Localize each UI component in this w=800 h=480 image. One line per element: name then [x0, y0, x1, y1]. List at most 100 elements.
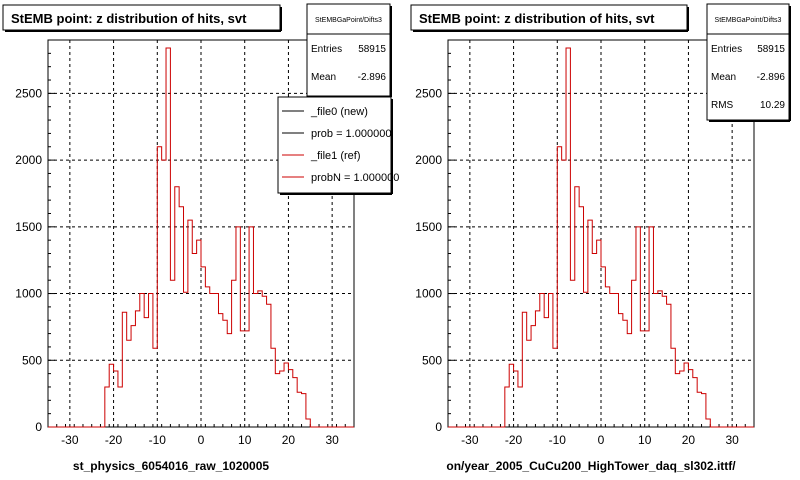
histogram-bin	[214, 294, 218, 427]
histogram-bin	[201, 267, 205, 427]
stats-value: 10.29	[760, 100, 785, 111]
legend-label: _file0 (new)	[310, 106, 368, 118]
histogram-bin	[236, 227, 240, 427]
y-tick-label: 500	[422, 353, 442, 367]
histogram-bin	[227, 334, 231, 427]
histogram-bin	[162, 160, 166, 427]
y-tick-label: 1000	[15, 287, 42, 301]
histogram-bin	[135, 311, 139, 427]
histogram-bin	[575, 187, 579, 427]
x-axis-label: st_physics_6054016_raw_1020005	[73, 459, 269, 473]
histogram-bin	[240, 331, 244, 427]
histogram-bin	[232, 280, 236, 427]
histogram-bin	[280, 371, 284, 427]
histogram-bin	[693, 378, 697, 427]
histogram-bin	[197, 240, 201, 427]
histogram-bin	[105, 387, 109, 427]
y-tick-label: 2500	[15, 86, 42, 100]
stats-value: 58915	[757, 44, 785, 55]
histogram-bin	[632, 280, 636, 427]
histogram-bin	[535, 311, 539, 427]
histogram-bin	[188, 220, 192, 427]
histogram-bin	[275, 374, 279, 427]
histogram-bin	[649, 227, 653, 427]
histogram-bin	[527, 340, 531, 427]
title-box	[2, 4, 281, 31]
x-tick-label: -30	[461, 433, 479, 447]
histogram-bin	[531, 326, 535, 427]
histogram-bin	[114, 371, 118, 427]
histogram-bin	[592, 254, 596, 427]
histogram-bin	[553, 348, 557, 427]
stats-label: Entries	[711, 44, 742, 55]
histogram-bin	[245, 331, 249, 427]
histogram-bin	[667, 304, 671, 427]
histogram-bin	[284, 363, 288, 427]
histogram-bin	[540, 294, 544, 427]
histogram-bin	[557, 147, 561, 427]
stats-name: StEMBGaPoint/Difts3	[715, 17, 782, 24]
histogram-bin	[645, 331, 649, 427]
histogram-bin	[675, 374, 679, 427]
histogram-bin	[566, 48, 570, 427]
histogram-bin	[293, 378, 297, 427]
x-tick-label: 10	[638, 433, 652, 447]
y-tick-label: 0	[35, 420, 42, 434]
histogram-bin	[210, 294, 214, 427]
x-tick-label: -10	[549, 433, 567, 447]
histogram-bin	[153, 348, 157, 427]
left-panel: -30 -20 -10 0 10 20 30 0 500 1000 1500 2000 2500 st_p…	[2, 3, 399, 473]
stats-label: Mean	[311, 72, 336, 83]
histogram-bin	[614, 294, 618, 427]
histogram-bin	[509, 364, 513, 427]
y-tick-label: 2500	[415, 86, 442, 100]
histogram-bin	[218, 314, 222, 427]
right-panel: -30 -20 -10 0 10 20 30 0 500 1000 1500 2000 2500 on/y…	[410, 3, 791, 473]
histogram-bin	[702, 394, 706, 427]
stats-value: 58915	[358, 44, 386, 55]
x-tick-label: -10	[149, 433, 167, 447]
histogram-bin	[562, 160, 566, 427]
legend-label: prob = 1.000000	[311, 128, 391, 140]
histogram-bin	[579, 207, 583, 427]
x-tick-label: 0	[598, 433, 605, 447]
histogram-bin	[306, 419, 310, 427]
x-tick-label: 10	[238, 433, 252, 447]
stats-value: -2.896	[358, 72, 387, 83]
histogram-bin	[505, 387, 509, 427]
histogram-bin	[157, 147, 161, 427]
histogram-bin	[249, 227, 253, 427]
stats-label: Entries	[311, 44, 342, 55]
histogram-bin	[653, 294, 657, 427]
histogram-bin	[258, 291, 262, 427]
histogram-bin	[122, 312, 126, 427]
legend-label: _file1 (ref)	[310, 150, 361, 162]
histogram-bin	[109, 364, 113, 427]
histogram-bin	[127, 340, 131, 427]
histogram-bin	[605, 287, 609, 427]
histogram-bin	[680, 371, 684, 427]
histogram-bin	[618, 314, 622, 427]
histogram-bin	[514, 371, 518, 427]
histogram-bin	[570, 280, 574, 427]
histogram-bin	[144, 318, 148, 427]
y-tick-label: 2000	[15, 153, 42, 167]
histogram-series	[448, 47, 754, 428]
histogram-bin	[149, 294, 153, 427]
histogram-bin	[170, 280, 174, 427]
histogram-bin	[640, 331, 644, 427]
x-axis-label: on/year_2005_CuCu200_HighTower_daq_sl302…	[446, 459, 736, 473]
y-tick-label: 2000	[415, 153, 442, 167]
x-tick-label: -20	[505, 433, 523, 447]
histogram-bin	[262, 296, 266, 427]
histogram-bin	[223, 320, 227, 427]
x-tick-label: 30	[725, 433, 739, 447]
histogram-bin	[192, 254, 196, 427]
legend-label: probN = 1.000000	[311, 172, 399, 184]
histogram-bin	[271, 348, 275, 427]
histogram-series	[48, 47, 354, 428]
histogram-bin	[518, 387, 522, 427]
histogram-bin	[658, 291, 662, 427]
histogram-bin	[671, 348, 675, 427]
chart-title: StEMB point: z distribution of hits, svt	[11, 11, 247, 26]
